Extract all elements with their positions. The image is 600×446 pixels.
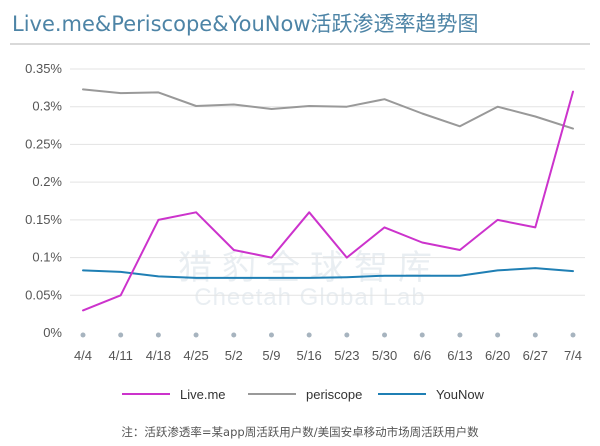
x-axis-dot: [495, 332, 501, 338]
series-line-periscope: [82, 88, 574, 130]
x-tick-label: 4/11: [109, 348, 133, 363]
y-tick-label: 0%: [43, 325, 62, 340]
x-axis-dot: [382, 332, 388, 338]
y-tick-label: 0.2%: [32, 174, 62, 189]
y-tick-label: 0.35%: [25, 61, 62, 76]
x-tick-label: 7/4: [564, 348, 582, 363]
x-tick-label: 4/25: [183, 348, 208, 363]
x-axis-dot: [532, 332, 538, 338]
y-tick-label: 0.25%: [25, 136, 62, 151]
x-axis-dot: [193, 332, 199, 338]
x-tick-label: 5/30: [372, 348, 397, 363]
y-tick-label: 0.15%: [25, 212, 62, 227]
x-tick-label: 6/27: [523, 348, 548, 363]
x-axis-dot: [344, 332, 350, 338]
y-tick-label: 0.1%: [32, 250, 62, 265]
footnote: 注：活跃渗透率=某app周活跃用户数/美国安卓移动市场周活跃用户数: [121, 425, 479, 439]
x-axis-dot: [155, 332, 161, 338]
y-tick-label: 0.3%: [32, 99, 62, 114]
x-tick-label: 5/2: [225, 348, 243, 363]
x-axis-dot: [231, 332, 237, 338]
x-axis-dot: [419, 332, 425, 338]
legend-swatch-live-me: [122, 393, 170, 395]
series-line-younow: [82, 267, 574, 279]
x-tick-label: 5/16: [296, 348, 321, 363]
watermark-text: 猎豹全球智库: [178, 248, 442, 288]
chart-legend: Live.me periscope YouNow: [0, 384, 600, 404]
x-tick-label: 5/9: [262, 348, 280, 363]
legend-label-younow: YouNow: [436, 386, 484, 402]
x-tick-label: 5/23: [334, 348, 359, 363]
legend-item-younow: YouNow: [378, 384, 484, 404]
x-tick-label: 6/20: [485, 348, 510, 363]
title-divider: [10, 43, 590, 45]
x-axis-dot: [268, 332, 274, 338]
legend-swatch-younow: [378, 393, 426, 395]
x-tick-label: 6/13: [447, 348, 472, 363]
x-tick-label: 4/4: [74, 348, 92, 363]
x-tick-label: 6/6: [413, 348, 431, 363]
x-axis-dot: [457, 332, 463, 338]
y-tick-label: 0.05%: [25, 287, 62, 302]
x-tick-label: 4/18: [146, 348, 171, 363]
legend-label-live-me: Live.me: [180, 386, 226, 402]
x-axis-dot: [570, 332, 576, 338]
legend-swatch-periscope: [248, 393, 296, 395]
series-line-live-me: [82, 90, 574, 312]
x-axis-dot: [306, 332, 312, 338]
x-axis-dot: [80, 332, 86, 338]
chart-title: Live.me&Periscope&YouNow活跃渗透率趋势图: [12, 12, 479, 36]
line-chart: 0% 0.05% 0.1% 0.15% 0.2% 0.25% 0.3% 0.35% 4/4 4/1…: [25, 61, 585, 363]
legend-item-periscope: periscope: [248, 384, 362, 404]
legend-item-live-me: Live.me: [122, 384, 226, 404]
watermark-subtext: Cheetah Global Lab: [194, 284, 426, 311]
legend-label-periscope: periscope: [306, 386, 363, 402]
x-axis-dot: [118, 332, 124, 338]
